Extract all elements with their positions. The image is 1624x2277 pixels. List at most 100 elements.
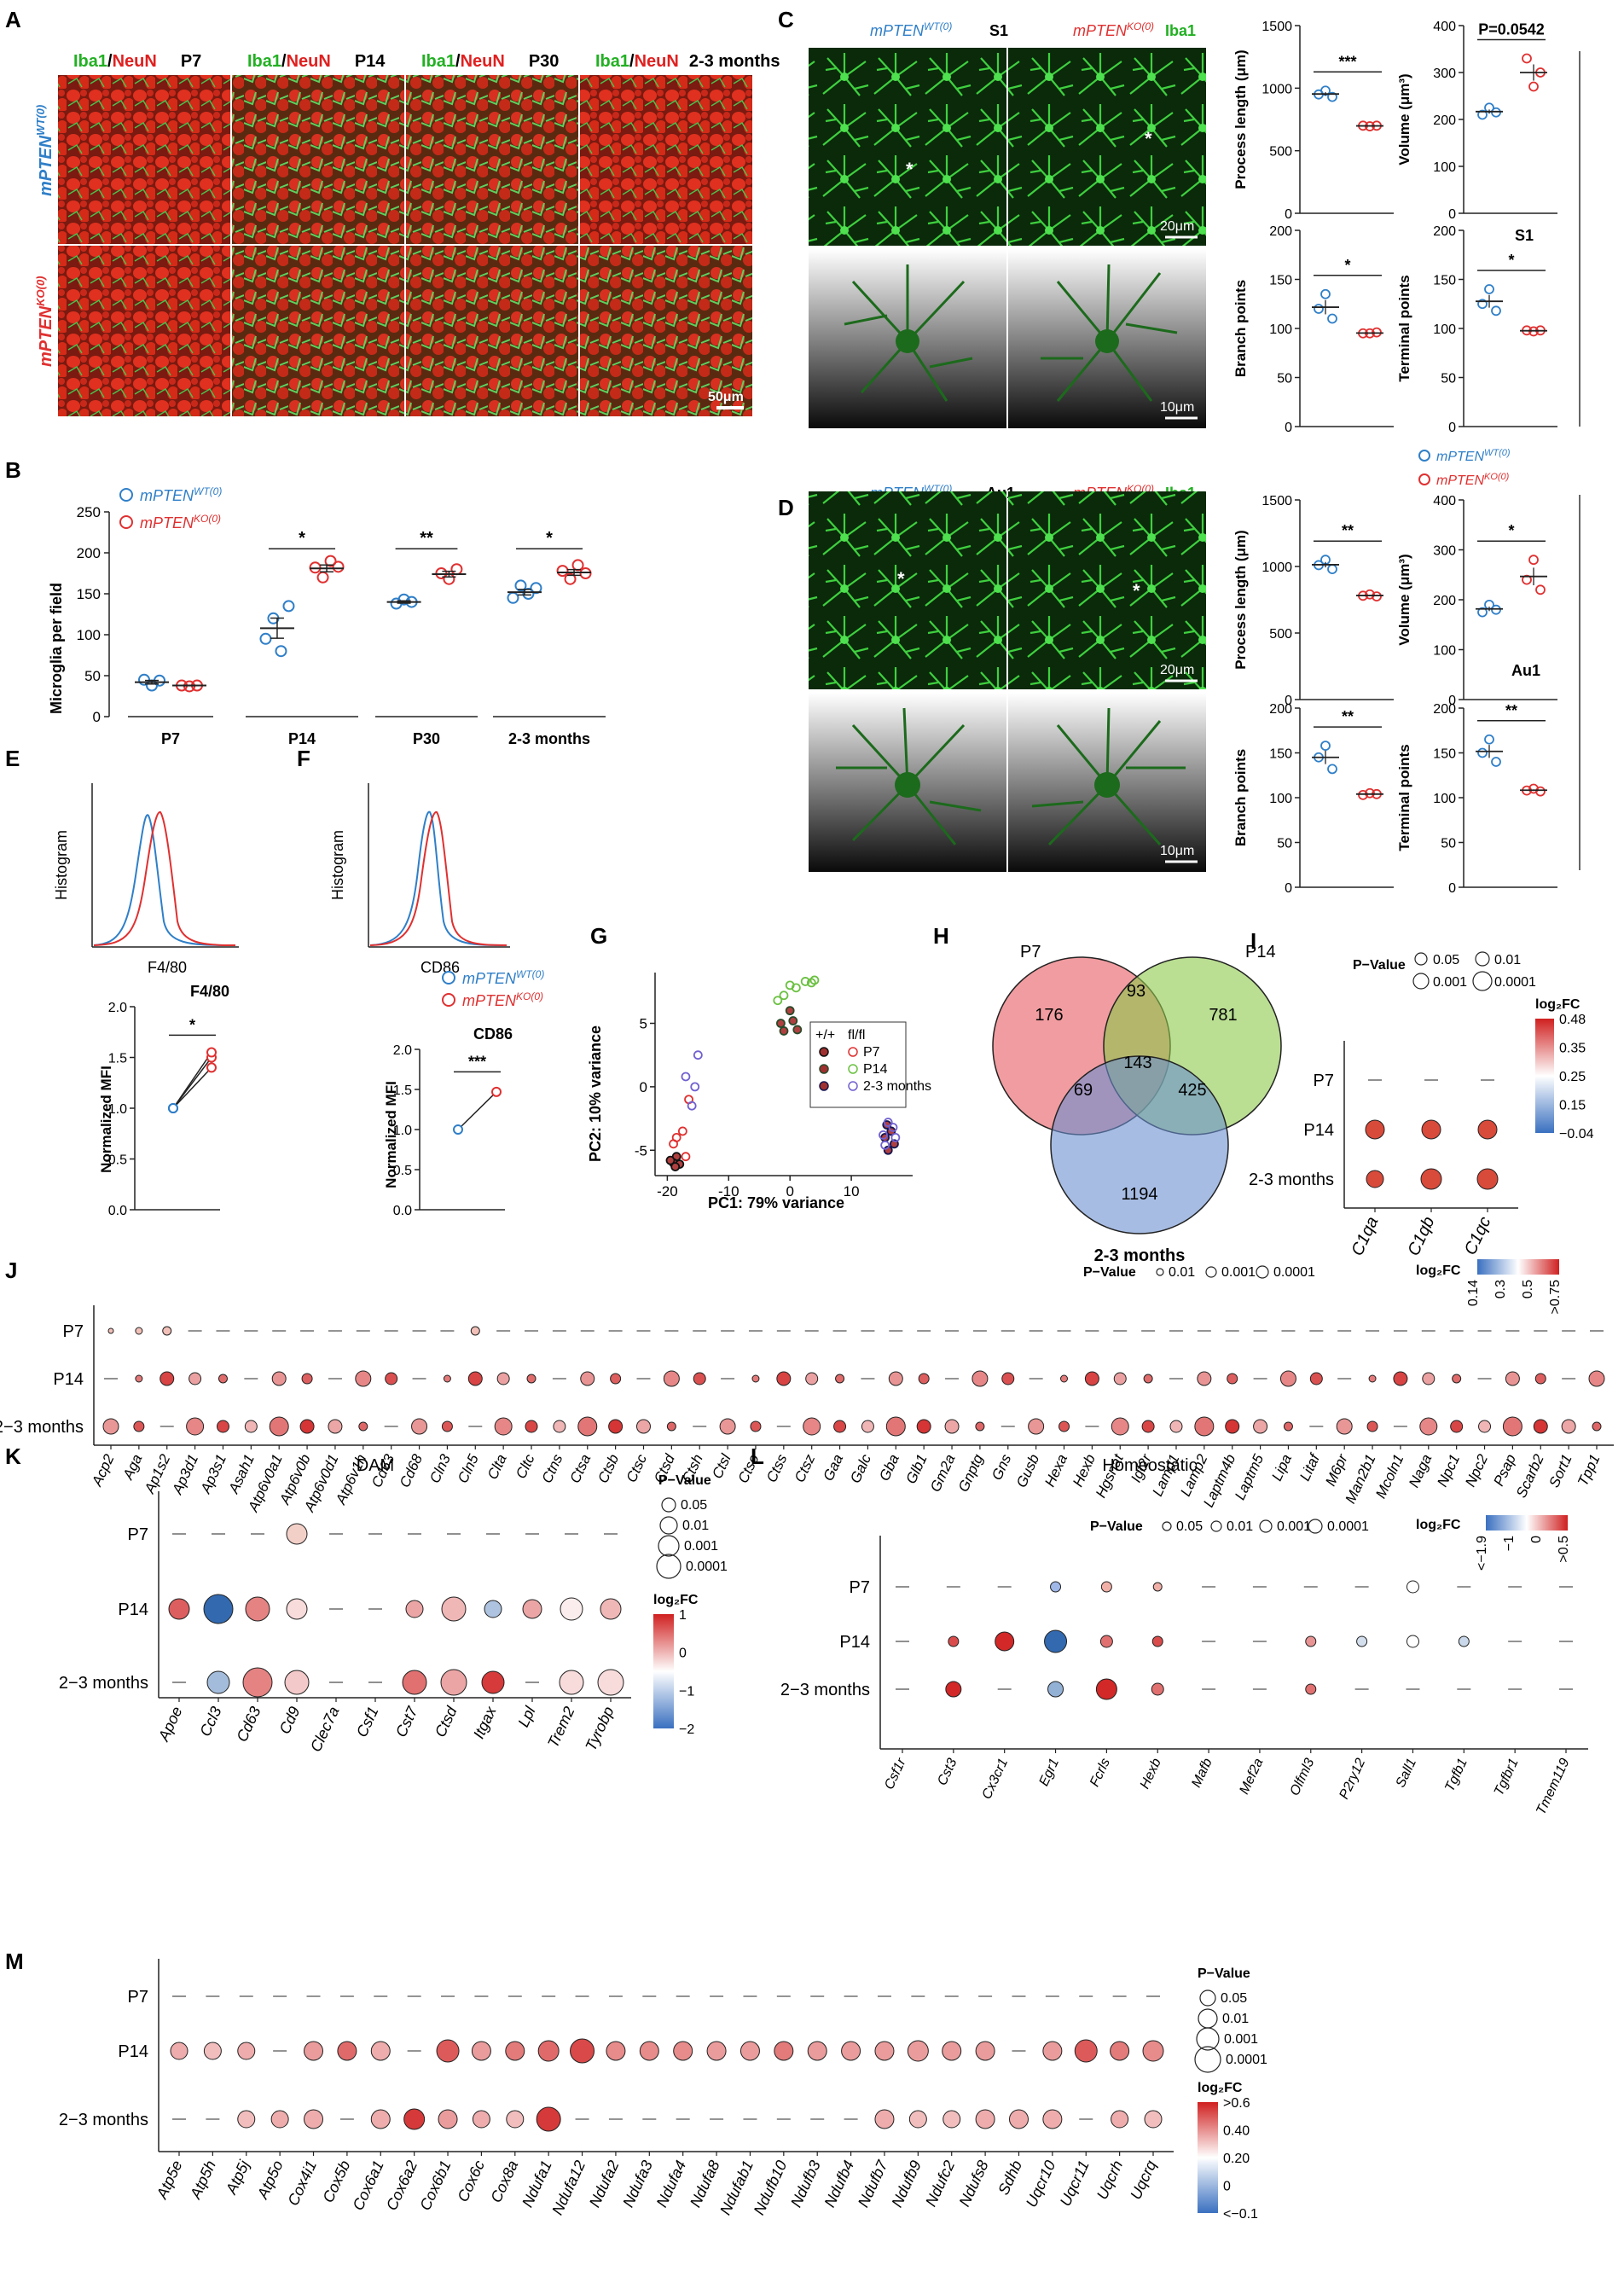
dot: [271, 1371, 287, 1386]
panel-title: Homeostatic: [1102, 1456, 1197, 1475]
row-label: P7: [1314, 1072, 1334, 1090]
dot: [1001, 1372, 1015, 1385]
dot: [385, 1372, 398, 1385]
y-tick-label: 200: [1269, 702, 1292, 717]
gene-label: Ndufa4: [653, 2158, 690, 2210]
legend-marker-wt: [1418, 450, 1430, 462]
y-axis-label: Volume (μm³): [1396, 73, 1412, 165]
color-tick: 0.20: [1223, 2152, 1250, 2166]
gene-label: Glb1: [902, 1452, 930, 1487]
significance-label: **: [420, 529, 433, 548]
legend-size-label: 0.01: [1494, 953, 1521, 967]
dot: [135, 1327, 143, 1335]
dot: [942, 2041, 962, 2061]
legend-ko: mPTENKO(0): [1436, 472, 1510, 488]
legend-size-label: 0.0001: [686, 1560, 728, 1574]
dot: [438, 2109, 458, 2129]
dot: [107, 1327, 114, 1334]
data-point: [1535, 786, 1546, 797]
venn-set-months: [1050, 1055, 1229, 1234]
legend-size-label: 0.001: [1277, 1519, 1311, 1534]
age-headers: Iba1/NeuN P7 Iba1/NeuN P14 Iba1/NeuN P30 Ib…: [73, 52, 780, 71]
y-tick-label: 100: [1433, 644, 1456, 659]
dot: [1368, 1374, 1377, 1383]
side-label: Au1: [1511, 662, 1540, 679]
dot: [484, 1600, 502, 1618]
data-point: [259, 632, 272, 645]
dot: [1141, 1420, 1155, 1433]
dot: [1283, 1421, 1293, 1432]
gene-label: Cst7: [392, 1703, 421, 1740]
dot: [1477, 1119, 1498, 1140]
dot: [526, 1374, 536, 1384]
legend-wt: mPTENWT(0): [1436, 448, 1511, 464]
gene-label: Ndufa3: [619, 2158, 656, 2210]
y-tick-label: 5: [640, 1016, 647, 1032]
dot: [1366, 1420, 1378, 1432]
gene-label: Cx3cr1: [979, 1757, 1011, 1802]
color-bar: [1535, 1019, 1554, 1133]
y-tick-label: 0: [93, 709, 101, 725]
dot: [269, 1416, 289, 1437]
dot: [1110, 2041, 1130, 2061]
legend-size-label: 0.05: [1221, 1991, 1247, 2006]
micrograph: [58, 246, 230, 416]
legend-size: [1256, 1265, 1269, 1279]
pair-line: [172, 1066, 212, 1109]
data-point: [206, 1047, 217, 1058]
data-point: [1522, 574, 1532, 585]
gene-label: Lpl: [514, 1703, 539, 1729]
age-header: Iba1/NeuN 2-3 months: [595, 52, 780, 71]
row-label: 2−3 months: [59, 2111, 148, 2129]
significance-label: **: [1505, 702, 1517, 719]
data-point: [779, 990, 789, 1001]
gene-label: Tgfbr1: [1492, 1757, 1522, 1798]
dot: [1074, 2039, 1098, 2063]
dot: [706, 2041, 727, 2061]
row-label: P14: [53, 1370, 84, 1389]
color-tick: >0.75: [1548, 1280, 1563, 1315]
gene-label: P2ry12: [1337, 1756, 1368, 1801]
legend-size-label: 0.001: [1224, 2032, 1258, 2047]
legend-size: [656, 1554, 682, 1579]
data-point: [1522, 53, 1532, 64]
dot: [467, 1371, 483, 1386]
dot: [168, 1598, 190, 1620]
micrograph: [406, 75, 578, 244]
gene-label: Uqcr11: [1057, 2158, 1093, 2209]
venn-count: 781: [1209, 1006, 1237, 1025]
gene-label: Gnptg: [955, 1451, 987, 1494]
scale-label: 10μm: [1160, 400, 1194, 415]
data-point: [681, 1152, 691, 1162]
y-tick-label: 250: [77, 504, 101, 520]
legend-title: P−Value: [1083, 1265, 1136, 1280]
data-point: [1484, 734, 1494, 745]
y-tick-label: 0: [1448, 421, 1456, 435]
gene-label: Tgfb1: [1442, 1757, 1470, 1794]
significance-label: *: [1508, 252, 1514, 269]
age-header: Iba1/NeuN P30: [421, 52, 559, 71]
gene-label: C1qb: [1404, 1214, 1438, 1259]
dot: [916, 1419, 931, 1434]
panel-b: B mPTENWT(0) mPTENKO(0) Microglia per fi…: [5, 457, 606, 747]
data-point: [1528, 81, 1539, 92]
y-axis-label: Normalized MFI: [98, 1066, 114, 1173]
micrograph: [809, 491, 1006, 689]
gene-label: Cltc: [513, 1451, 538, 1481]
dot: [443, 1374, 451, 1383]
data-point: [883, 1118, 893, 1127]
dot: [245, 1596, 270, 1622]
color-tick: 0: [1529, 1536, 1544, 1543]
legend-head-ko: fl/fl: [848, 1028, 865, 1043]
color-tick: 0.5: [1521, 1280, 1535, 1298]
y-tick-label: 200: [1433, 702, 1456, 717]
data-point: [677, 1126, 687, 1136]
dot: [1279, 1370, 1296, 1387]
gene-label: Cln3: [426, 1451, 454, 1485]
legend-label: P14: [863, 1062, 888, 1077]
gene-label: Itgax: [470, 1703, 500, 1741]
dot: [355, 1370, 372, 1387]
legend-size: [1194, 2046, 1221, 2073]
gene-label: Npc1: [1434, 1452, 1463, 1490]
